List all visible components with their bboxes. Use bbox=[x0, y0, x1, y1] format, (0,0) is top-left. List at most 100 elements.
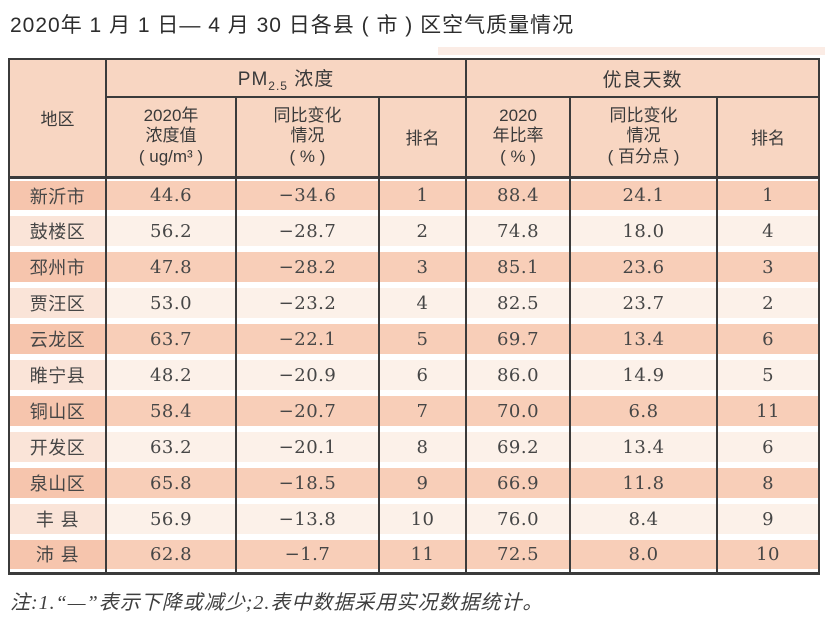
cell-conc: 65.8 bbox=[105, 465, 237, 501]
cell-change_pp: 24.1 bbox=[569, 177, 719, 213]
cell-change: −1.7 bbox=[235, 537, 380, 573]
cell-rank2: 5 bbox=[716, 357, 821, 393]
table-row: 铜山区 58.4 −20.7 7 70.0 6.8 11 bbox=[8, 393, 821, 429]
cell-conc: 56.2 bbox=[105, 213, 237, 249]
cell-change: −18.5 bbox=[235, 465, 380, 501]
page-title: 2020年 1 月 1 日— 4 月 30 日各县 ( 市 ) 区空气质量情况 bbox=[10, 14, 575, 37]
cell-change: −28.2 bbox=[235, 249, 380, 285]
cell-change_pp: 23.6 bbox=[569, 249, 719, 285]
cell-conc: 47.8 bbox=[105, 249, 237, 285]
column-header-rank-days: 排名 bbox=[716, 96, 821, 179]
cell-rank1: 11 bbox=[377, 537, 468, 573]
cell-region: 沛 县 bbox=[8, 537, 107, 573]
cell-change: −20.1 bbox=[235, 429, 380, 465]
header-group-row: 地区 PM2.5 浓度 优良天数 bbox=[8, 58, 821, 179]
cell-region: 睢宁县 bbox=[8, 357, 107, 393]
cell-change_pp: 6.8 bbox=[569, 393, 719, 429]
table-row: 睢宁县 48.2 −20.9 6 86.0 14.9 5 bbox=[8, 357, 821, 393]
column-header-yoy-change-points: 同比变化 情况 ( 百分点 ) bbox=[569, 96, 719, 179]
pm25-subscript: 2.5 bbox=[268, 78, 288, 93]
cell-rank1: 3 bbox=[377, 249, 468, 285]
cell-conc: 53.0 bbox=[105, 285, 237, 321]
cell-ratio: 70.0 bbox=[465, 393, 572, 429]
cell-conc: 63.2 bbox=[105, 429, 237, 465]
cell-conc: 44.6 bbox=[105, 177, 237, 213]
header-sub-row: 2020年 浓度值 ( ug/m³ ) 同比变化 情况 ( % ) 排名 202… bbox=[9, 96, 821, 179]
cell-change_pp: 11.8 bbox=[569, 465, 719, 501]
cell-rank1: 9 bbox=[377, 465, 468, 501]
cell-change: −23.2 bbox=[235, 285, 380, 321]
column-header-rank-pm25: 排名 bbox=[377, 96, 468, 179]
cell-region: 新沂市 bbox=[8, 177, 107, 213]
cell-change_pp: 18.0 bbox=[569, 213, 719, 249]
cell-change: −22.1 bbox=[235, 321, 380, 357]
column-header-2020-ratio: 2020 年比率 ( % ) bbox=[465, 96, 572, 179]
cell-conc: 48.2 bbox=[105, 357, 237, 393]
cell-rank1: 6 bbox=[377, 357, 468, 393]
good-days-group-label: 优良天数 bbox=[602, 69, 683, 91]
cell-rank2: 3 bbox=[716, 249, 821, 285]
cell-ratio: 82.5 bbox=[465, 285, 572, 321]
cell-region: 贾汪区 bbox=[8, 285, 107, 321]
cell-rank1: 2 bbox=[377, 213, 468, 249]
cell-change: −28.7 bbox=[235, 213, 380, 249]
cell-rank2: 9 bbox=[716, 501, 821, 537]
cell-rank1: 7 bbox=[377, 393, 468, 429]
table-row: 鼓楼区 56.2 −28.7 2 74.8 18.0 4 bbox=[8, 213, 821, 249]
cell-rank1: 1 bbox=[377, 177, 468, 213]
cell-region: 邳州市 bbox=[8, 249, 107, 285]
cell-rank2: 11 bbox=[716, 393, 821, 429]
cell-change_pp: 23.7 bbox=[569, 285, 719, 321]
cell-rank1: 4 bbox=[377, 285, 468, 321]
cell-ratio: 86.0 bbox=[465, 357, 572, 393]
table-row: 云龙区 63.7 −22.1 5 69.7 13.4 6 bbox=[8, 321, 821, 357]
column-header-2020-concentration: 2020年 浓度值 ( ug/m³ ) bbox=[105, 96, 237, 179]
cell-region: 开发区 bbox=[8, 429, 107, 465]
cell-region: 泉山区 bbox=[8, 465, 107, 501]
cell-rank2: 6 bbox=[716, 321, 821, 357]
cell-rank2: 8 bbox=[716, 465, 821, 501]
cell-ratio: 72.5 bbox=[465, 537, 572, 573]
cell-ratio: 76.0 bbox=[465, 501, 572, 537]
cell-region: 铜山区 bbox=[8, 393, 107, 429]
cell-change: −20.7 bbox=[235, 393, 380, 429]
cell-change: −20.9 bbox=[235, 357, 380, 393]
cell-ratio: 66.9 bbox=[465, 465, 572, 501]
cell-ratio: 69.2 bbox=[465, 429, 572, 465]
cell-rank1: 10 bbox=[377, 501, 468, 537]
cell-rank2: 10 bbox=[716, 537, 821, 573]
cell-rank1: 5 bbox=[377, 321, 468, 357]
cell-region: 鼓楼区 bbox=[8, 213, 107, 249]
table-row: 泉山区 65.8 −18.5 9 66.9 11.8 8 bbox=[8, 465, 821, 501]
cell-change_pp: 13.4 bbox=[569, 429, 719, 465]
cell-rank1: 8 bbox=[377, 429, 468, 465]
cell-ratio: 85.1 bbox=[465, 249, 572, 285]
cell-conc: 62.8 bbox=[105, 537, 237, 573]
cell-rank2: 4 bbox=[716, 213, 821, 249]
cell-rank2: 1 bbox=[716, 177, 821, 213]
table-row: 新沂市 44.6 −34.6 1 88.4 24.1 1 bbox=[8, 177, 821, 213]
table-row: 开发区 63.2 −20.1 8 69.2 13.4 6 bbox=[8, 429, 821, 465]
cell-conc: 58.4 bbox=[105, 393, 237, 429]
cell-change_pp: 8.0 bbox=[569, 537, 719, 573]
cell-conc: 63.7 bbox=[105, 321, 237, 357]
table-row: 丰 县 56.9 −13.8 10 76.0 8.4 9 bbox=[8, 501, 821, 537]
cell-change_pp: 14.9 bbox=[569, 357, 719, 393]
cell-change_pp: 13.4 bbox=[569, 321, 719, 357]
cell-change_pp: 8.4 bbox=[569, 501, 719, 537]
air-quality-table: 地区 PM2.5 浓度 优良天数 2020年 浓度值 ( ug/m³ ) 同比变… bbox=[8, 58, 821, 575]
cell-change: −34.6 bbox=[235, 177, 380, 213]
cell-rank2: 2 bbox=[716, 285, 821, 321]
column-group-good-days: 优良天数 bbox=[465, 58, 821, 98]
table-body: 新沂市 44.6 −34.6 1 88.4 24.1 1 鼓楼区 56.2 −28.7 2 74.8 1… bbox=[8, 177, 821, 573]
column-group-pm25-concentration: PM2.5 浓度 bbox=[104, 58, 468, 98]
column-header-region: 地区 bbox=[8, 58, 107, 179]
cell-change: −13.8 bbox=[235, 501, 380, 537]
cell-ratio: 69.7 bbox=[465, 321, 572, 357]
table-row: 邳州市 47.8 −28.2 3 85.1 23.6 3 bbox=[8, 249, 821, 285]
cell-conc: 56.9 bbox=[105, 501, 237, 537]
table-row: 沛 县 62.8 −1.7 11 72.5 8.0 10 bbox=[8, 537, 821, 573]
cell-region: 丰 县 bbox=[8, 501, 107, 537]
decorative-highlight-strip bbox=[438, 47, 825, 55]
